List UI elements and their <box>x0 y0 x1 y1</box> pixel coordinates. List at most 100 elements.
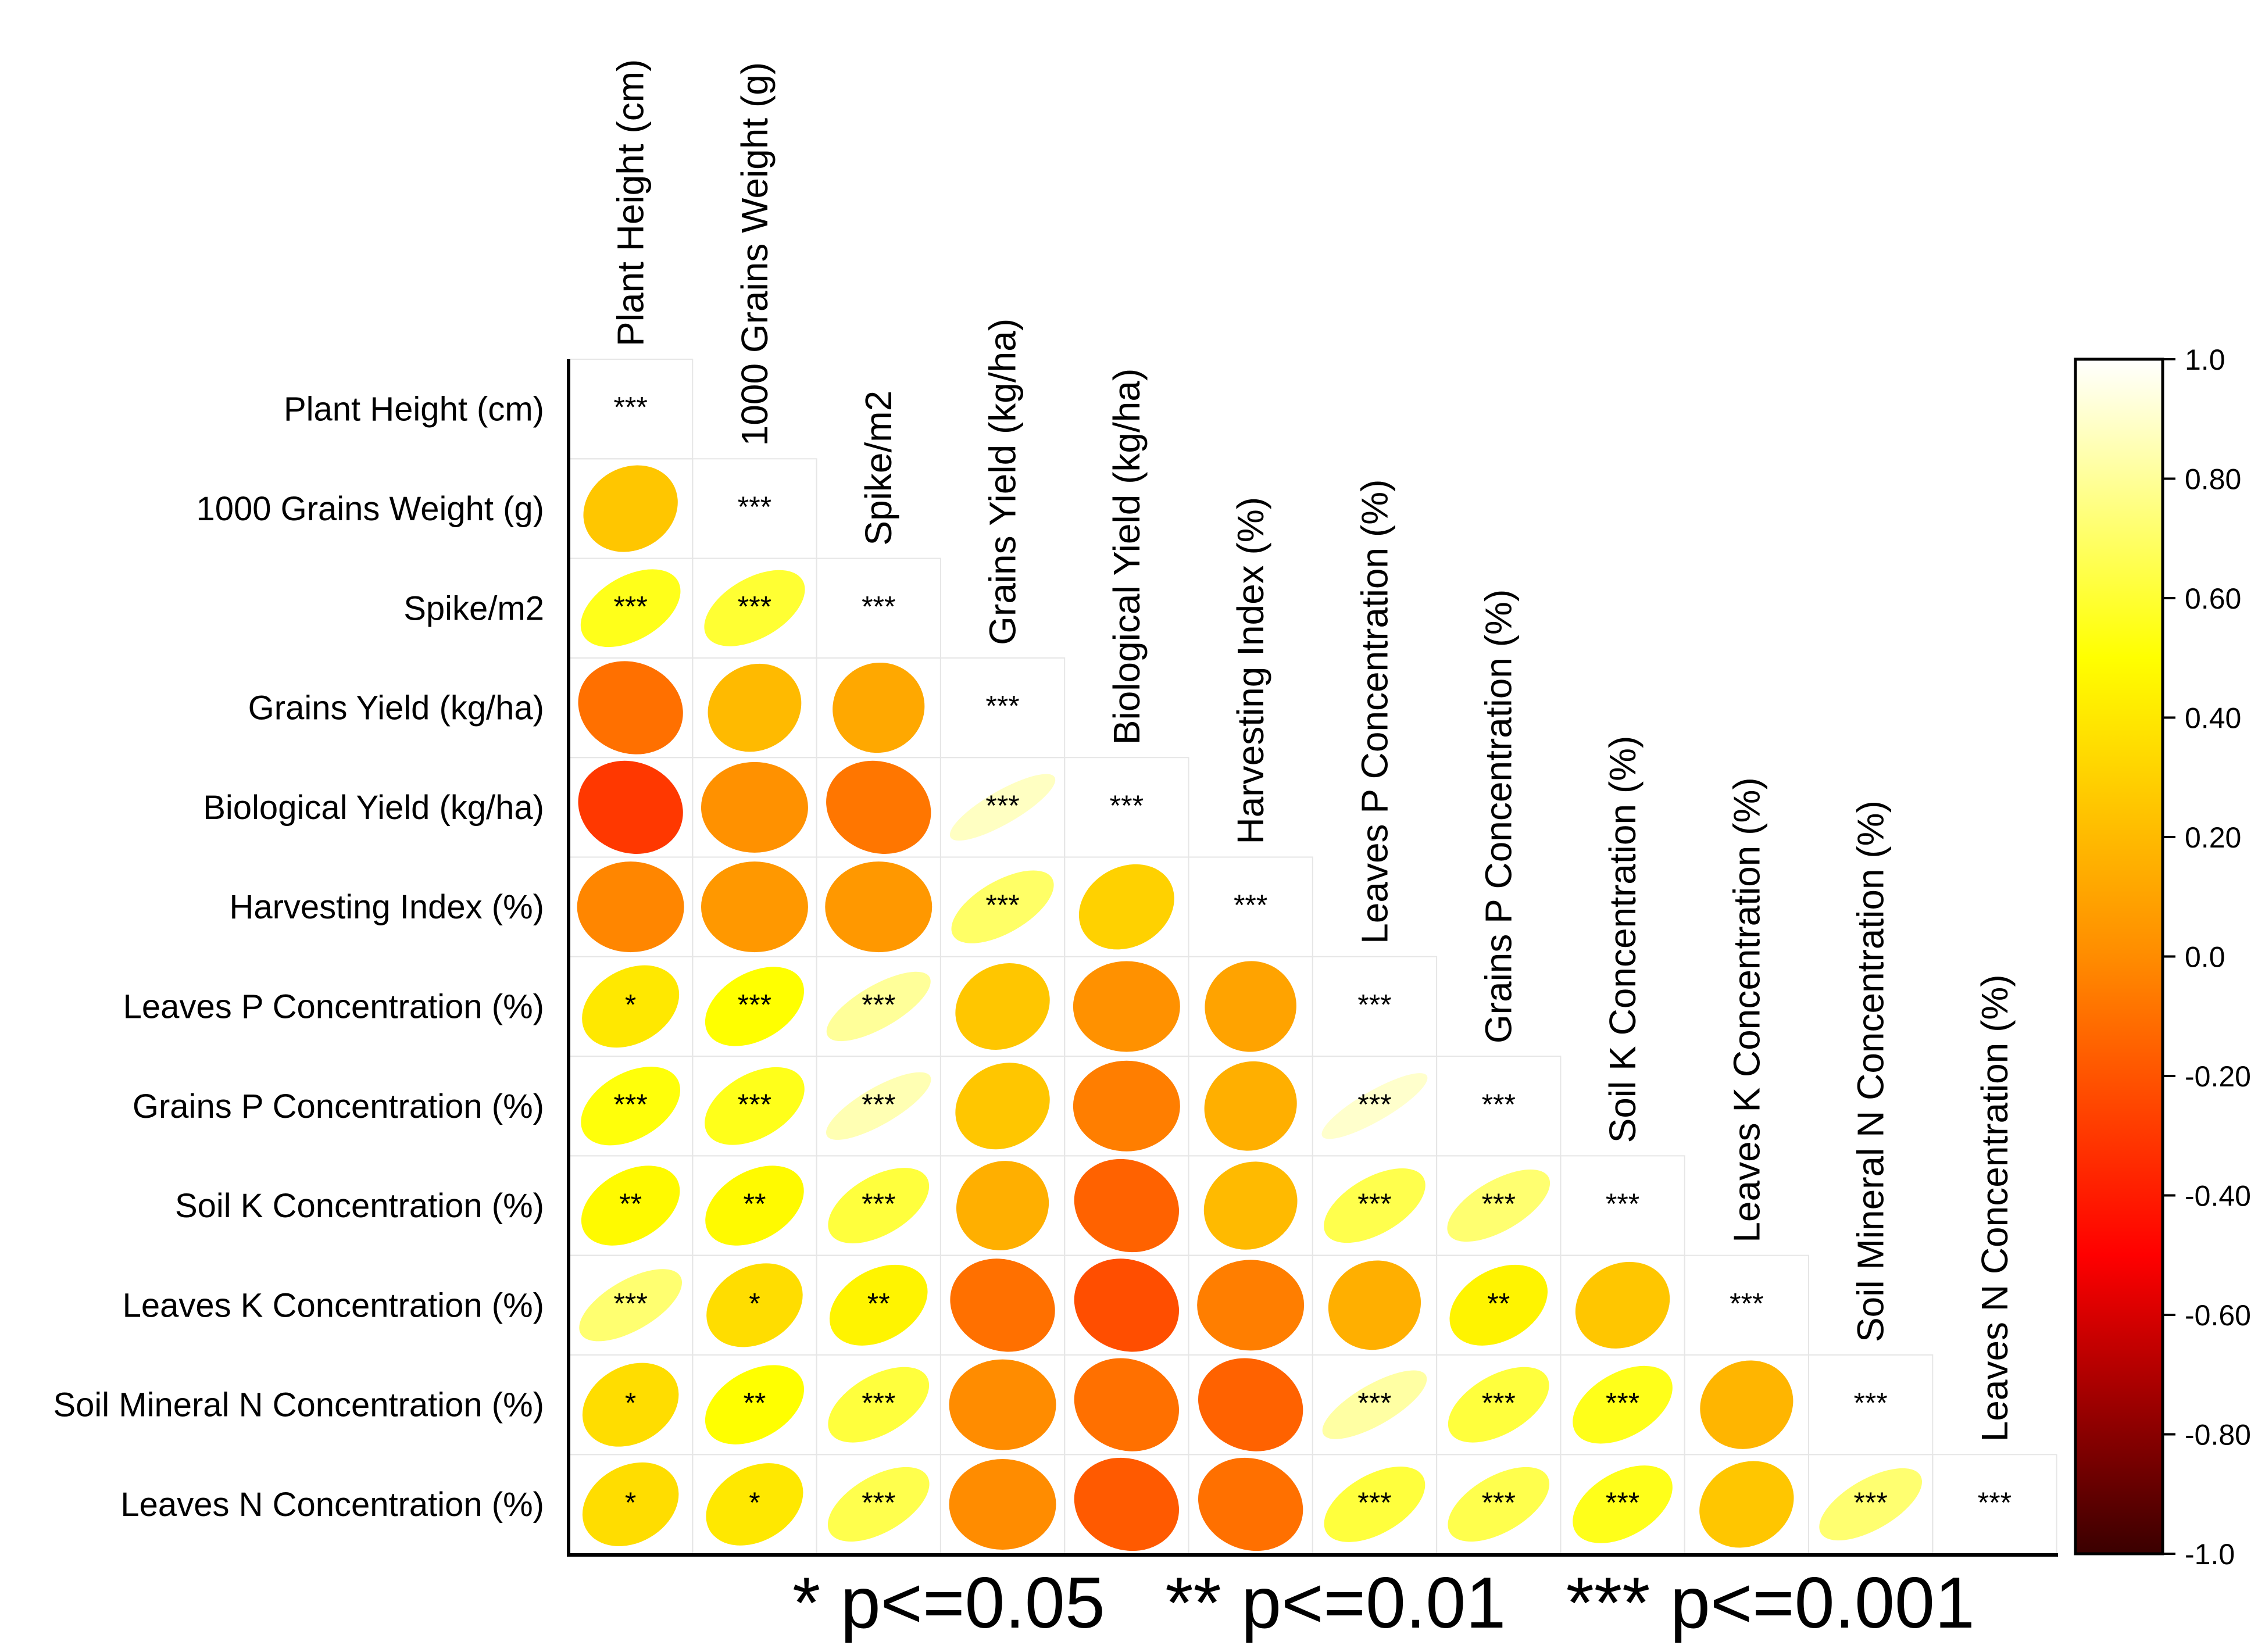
correlation-ellipse <box>1197 1260 1305 1351</box>
correlation-ellipse <box>1324 1168 1425 1243</box>
correlation-ellipse <box>706 1463 803 1546</box>
correlation-ellipse <box>951 870 1054 943</box>
correlation-ellipse <box>1203 1161 1298 1250</box>
colorbar <box>2074 357 2164 1556</box>
significance-label: *** <box>985 690 1019 723</box>
correlation-ellipse <box>1328 1260 1421 1350</box>
significance-labels: ********* *** ********* ****** **** *** *** ***… <box>613 391 2012 1519</box>
significance-label: *** <box>1234 889 1267 921</box>
column-label: Leaves K Concentration (%) <box>1725 777 1767 1242</box>
correlation-ellipse <box>827 1467 930 1542</box>
significance-label: *** <box>1853 1486 1887 1519</box>
correlation-ellipse <box>704 570 805 646</box>
colorbar-tick-label: 0.20 <box>2185 821 2241 854</box>
significance-label: *** <box>738 1088 771 1121</box>
significance-label: *** <box>1730 1287 1763 1320</box>
colorbar-tick-label: 0.40 <box>2185 702 2241 735</box>
significance-label: *** <box>1482 1486 1516 1519</box>
significance-legend: * p<=0.05 ** p<=0.01 *** p<=0.001 <box>792 1563 1975 1643</box>
row-label: Spike/m2 <box>403 589 544 627</box>
column-label: Grains Yield (kg/ha) <box>982 319 1024 645</box>
significance-label: ** <box>619 1188 642 1220</box>
correlation-ellipse <box>1073 1060 1180 1152</box>
colorbar-tick-label: 0.60 <box>2185 582 2241 615</box>
correlation-ellipse <box>578 661 683 755</box>
colorbar-tick-label: -0.60 <box>2185 1299 2251 1332</box>
significance-label: *** <box>862 988 895 1021</box>
correlation-ellipse <box>828 1168 930 1243</box>
significance-label: *** <box>613 590 647 623</box>
significance-label: *** <box>985 889 1019 921</box>
correlation-ellipse <box>582 965 680 1048</box>
correlation-ellipse <box>829 1264 928 1346</box>
colorbar-tick-label: -0.20 <box>2185 1060 2251 1093</box>
colorbar-ticks: 1.0 0.80 0.60 0.40 0.20 0.0 -0.20 -0.40 -0.60 -0.… <box>2163 344 2251 1571</box>
significance-label: ** <box>1487 1287 1510 1320</box>
column-label: Leaves N Concentration (%) <box>1974 974 2016 1442</box>
significance-label: *** <box>738 590 771 623</box>
correlation-ellipse <box>826 760 931 854</box>
correlation-ellipse <box>1700 1360 1793 1449</box>
significance-label: *** <box>862 1387 895 1419</box>
significance-label: *** <box>1357 1188 1391 1220</box>
row-label: Leaves K Concentration (%) <box>123 1286 544 1324</box>
correlation-ellipse <box>1205 961 1296 1052</box>
row-labels: Plant Height (cm) 1000 Grains Weight (g) S… <box>53 391 544 1524</box>
correlation-ellipse <box>579 1269 682 1342</box>
row-label: Grains Yield (kg/ha) <box>248 689 544 727</box>
correlation-ellipse <box>708 663 802 752</box>
correlation-ellipse <box>581 1165 680 1246</box>
row-label: 1000 Grains Weight (g) <box>196 490 544 528</box>
column-labels: Plant Height (cm) 1000 Grains Weight (g) S… <box>610 59 2016 1442</box>
significance-label: *** <box>1482 1188 1516 1220</box>
correlation-ellipse <box>949 1359 1056 1450</box>
correlation-ellipse <box>583 465 678 552</box>
row-label: Harvesting Index (%) <box>229 888 544 926</box>
significance-label: *** <box>985 789 1019 822</box>
significance-label: ** <box>867 1287 890 1320</box>
correlation-ellipse <box>1448 1367 1549 1443</box>
column-label: Harvesting Index (%) <box>1230 497 1271 845</box>
correlation-ellipse <box>1575 1261 1670 1349</box>
column-label: Soil Mineral N Concentration (%) <box>1850 800 1892 1342</box>
correlation-ellipse <box>705 1067 805 1145</box>
column-label: Biological Yield (kg/ha) <box>1106 369 1148 745</box>
correlation-ellipse <box>701 861 808 953</box>
correlation-ellipse <box>1321 1073 1428 1139</box>
colorbar-tick-label: 0.0 <box>2185 941 2225 974</box>
correlation-ellipse <box>1322 1370 1427 1439</box>
correlation-ellipse <box>1324 1467 1425 1542</box>
significance-label: *** <box>1978 1486 2012 1519</box>
significance-label: *** <box>1357 1486 1391 1519</box>
correlation-ellipse <box>1204 1061 1297 1151</box>
correlation-ellipse <box>1449 1264 1548 1346</box>
significance-label: *** <box>862 1088 895 1121</box>
axes <box>567 359 2058 1557</box>
colorbar-tick-label: -0.40 <box>2185 1180 2251 1213</box>
correlation-ellipse <box>825 861 933 953</box>
correlation-ellipse <box>705 1165 804 1246</box>
significance-label: *** <box>1357 1088 1391 1121</box>
row-label: Soil Mineral N Concentration (%) <box>53 1386 544 1424</box>
significance-label: *** <box>1357 1387 1391 1419</box>
significance-label: *** <box>1357 988 1391 1021</box>
correlation-ellipse <box>701 761 808 853</box>
correlation-ellipse <box>949 1458 1056 1550</box>
column-label: Spike/m2 <box>858 391 899 546</box>
correlation-ellipse <box>582 1363 679 1447</box>
significance-label: ** <box>743 1387 766 1419</box>
correlation-ellipse <box>705 1365 805 1444</box>
significance-label: *** <box>1853 1387 1887 1419</box>
row-label: Biological Yield (kg/ha) <box>203 789 544 827</box>
column-label: Leaves P Concentration (%) <box>1353 480 1395 944</box>
correlation-ellipse <box>955 1063 1050 1150</box>
correlation-ellipse <box>1078 864 1174 950</box>
colorbar-tick-label: 1.0 <box>2185 344 2225 376</box>
significance-label: *** <box>862 1188 895 1220</box>
colorbar-tick-label: -1.0 <box>2185 1538 2235 1571</box>
correlation-ellipse <box>1198 1457 1303 1551</box>
correlation-ellipse <box>581 1067 681 1146</box>
correlation-ellipse <box>582 1462 679 1546</box>
significance-label: * <box>625 988 636 1021</box>
correlation-ellipse <box>1448 1467 1550 1542</box>
